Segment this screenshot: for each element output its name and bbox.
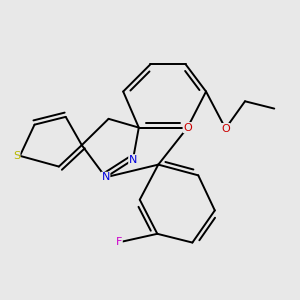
Text: N: N: [101, 172, 110, 182]
Text: O: O: [183, 123, 192, 133]
Text: F: F: [116, 237, 122, 247]
Text: O: O: [221, 124, 230, 134]
Text: S: S: [13, 151, 20, 161]
Text: N: N: [129, 155, 137, 165]
